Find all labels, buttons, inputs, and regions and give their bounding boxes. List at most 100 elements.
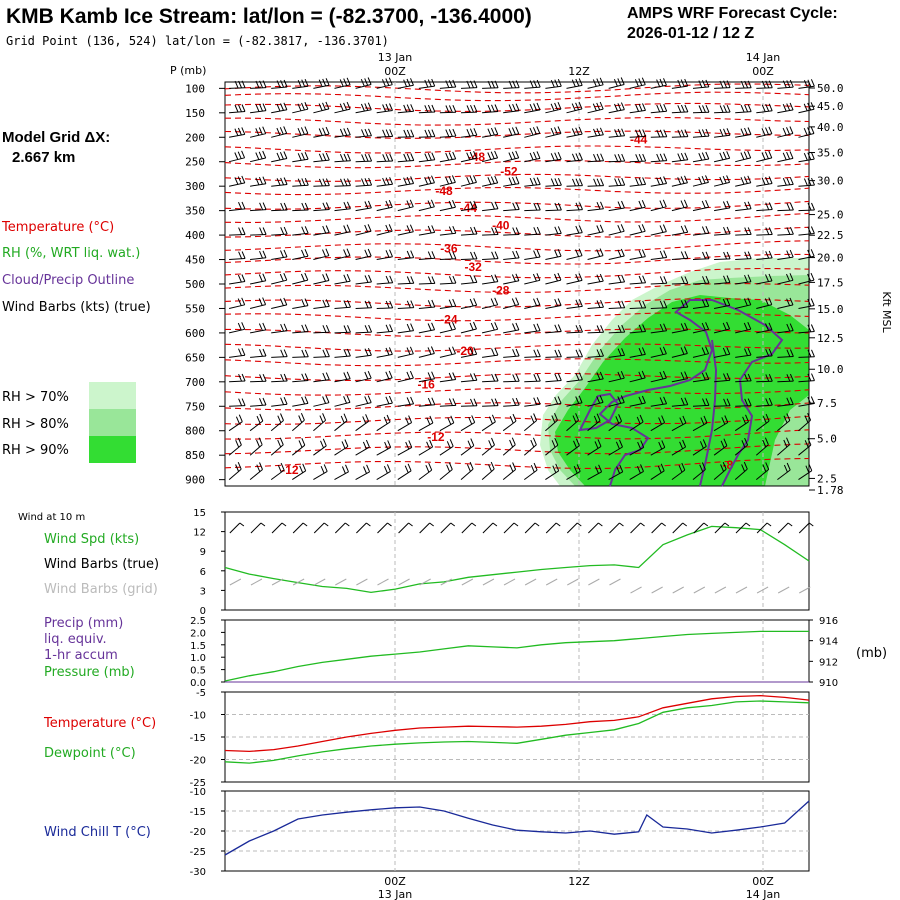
wind-barb-staff: [250, 329, 266, 334]
wind-barb: [503, 348, 520, 358]
wind-barb-feather: [705, 322, 710, 330]
wind-barb-feather: [512, 80, 517, 88]
wind-barb-feather: [301, 299, 306, 307]
wind-barb: [798, 413, 812, 432]
temperature-contour-line: [224, 116, 810, 126]
wind-barb-staff: [650, 446, 666, 456]
wind-barb: [777, 397, 794, 407]
wind-barb-staff: [608, 331, 625, 334]
wind-barb: [439, 398, 457, 407]
wind-barb-feather: [811, 177, 815, 186]
wind-barb-feather: [367, 77, 372, 85]
wind-barb-feather: [743, 298, 748, 306]
wind-barb: [313, 152, 330, 163]
wind-barb: [334, 395, 351, 407]
wind-barb: [334, 77, 351, 89]
wind-barb-feather: [663, 129, 668, 137]
wind-barb-feather: [241, 373, 246, 382]
wind-barb: [629, 177, 647, 187]
wind-barb-feather: [594, 441, 599, 449]
wind-barb-staff: [418, 469, 432, 481]
wind-barb-staff: [397, 110, 414, 114]
wind-barb-feather: [701, 129, 706, 137]
wind-barb-staff: [777, 420, 791, 432]
wind-barb-staff: [460, 258, 478, 260]
wind-barb: [650, 396, 668, 407]
wind-barb-feather: [533, 151, 537, 160]
temperature-contour-line: [224, 358, 810, 367]
wind-barb-feather: [635, 178, 640, 186]
wind-barb-feather: [618, 414, 623, 422]
wind-barb-feather: [322, 127, 327, 135]
wind-barb: [692, 128, 710, 138]
wind-barb: [692, 175, 709, 187]
wind-barb: [334, 464, 349, 481]
wind-barb-feather: [726, 200, 731, 209]
wind-barb-feather: [786, 127, 790, 135]
wind-barb: [650, 323, 668, 334]
wind-barb-feather: [388, 347, 393, 355]
wind-barb: [566, 299, 583, 309]
wind-barb-feather: [283, 249, 288, 258]
wind-barb-feather: [511, 298, 516, 306]
wind-barb-staff: [798, 356, 815, 358]
wind-barb-feather: [427, 176, 432, 184]
wind-barb-staff: [777, 133, 794, 138]
wind-barb-feather: [452, 398, 457, 406]
wind-barb-feather: [614, 154, 619, 162]
wind-barb-feather: [554, 79, 559, 87]
wind-barb-staff: [503, 183, 520, 187]
wind-barb: [229, 251, 246, 260]
wind-barb: [798, 324, 815, 334]
wind-barb: [798, 79, 815, 89]
wind-barb: [798, 177, 815, 187]
wind-barb: [692, 151, 710, 163]
wind-barb-staff: [714, 233, 731, 236]
wind-barb-feather: [515, 227, 520, 235]
wind-barb-staff: [355, 281, 372, 285]
wind-barb-feather: [255, 104, 260, 112]
wind-barb-feather: [789, 151, 794, 159]
wind-barb-feather: [743, 151, 748, 159]
wind-barb-staff: [460, 468, 474, 480]
wind-barb-staff: [355, 402, 372, 407]
wind-barb-feather: [340, 415, 345, 424]
wind-barb-feather: [429, 439, 434, 448]
wind-barb-feather: [620, 248, 625, 257]
wind-barb-feather: [235, 464, 240, 472]
wind-barb-staff: [313, 255, 330, 260]
wind-speed-line: [224, 525, 810, 594]
wind-barb-feather: [406, 371, 411, 380]
wind-barb-feather: [301, 152, 306, 160]
wind-barb-feather: [255, 128, 260, 136]
wind-barb-staff: [566, 356, 583, 358]
wind-barb: [291, 438, 306, 456]
wind-barb: [481, 150, 499, 163]
wind-barb-staff: [482, 133, 498, 138]
wind-barb-staff: [460, 281, 477, 285]
wind-barb-feather: [262, 297, 267, 305]
wind-barb-staff: [270, 444, 284, 456]
wind-barb-feather: [515, 250, 520, 259]
wind-barb-staff: [798, 133, 815, 138]
wind-barb-staff: [777, 109, 794, 114]
surface-wind-barb-true: [714, 522, 726, 534]
wind-barb-staff: [777, 469, 791, 481]
wind-barb-feather: [427, 200, 432, 208]
wind-barb-staff: [777, 233, 794, 236]
wind-barb-feather: [536, 151, 541, 159]
wind-barb: [397, 463, 412, 481]
wind-barb: [503, 297, 520, 309]
wind-barb-feather: [659, 324, 664, 332]
wind-barb-staff: [292, 255, 309, 260]
wind-barb: [397, 396, 415, 407]
wind-barb-feather: [364, 201, 369, 209]
wind-barb-feather: [600, 348, 604, 357]
wind-barb-staff: [313, 356, 330, 358]
wind-barb-staff: [735, 134, 752, 138]
wind-barb: [756, 80, 773, 89]
wind-barb: [334, 101, 351, 114]
wind-barb-feather: [578, 248, 583, 256]
wind-barb-feather: [642, 324, 647, 332]
wind-barb: [566, 101, 583, 114]
